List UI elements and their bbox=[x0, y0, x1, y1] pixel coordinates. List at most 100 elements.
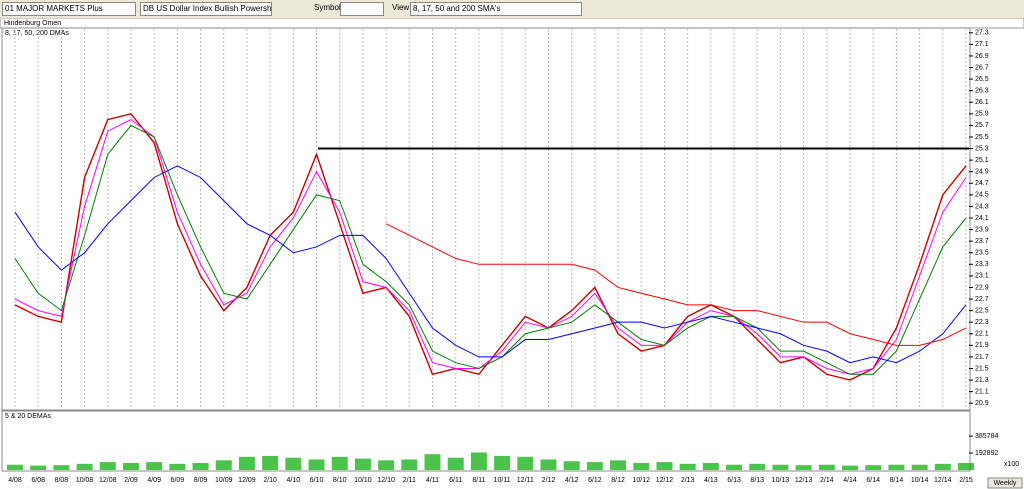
y-tick-label: 25.9 bbox=[975, 111, 989, 118]
y-tick-label: 27.1 bbox=[975, 41, 989, 48]
volume-bar bbox=[586, 462, 603, 470]
volume-bar bbox=[772, 464, 789, 470]
volume-bar bbox=[470, 452, 487, 470]
x-tick-label: 10/09 bbox=[215, 477, 233, 484]
y-tick-label: 26.5 bbox=[975, 76, 989, 83]
y-tick-label: 23.9 bbox=[975, 226, 989, 233]
x-tick-label: 10/08 bbox=[76, 477, 94, 484]
volume-bar bbox=[540, 459, 557, 470]
volume-bar bbox=[331, 456, 348, 470]
x-tick-label: 6/14 bbox=[866, 477, 880, 484]
x-tick-label: 12/11 bbox=[517, 477, 534, 484]
series-line bbox=[14, 124, 967, 375]
y-tick-label: 23.5 bbox=[975, 250, 989, 257]
volume-bar bbox=[911, 464, 928, 470]
volume-bar bbox=[447, 457, 464, 470]
volume-bar bbox=[308, 459, 325, 470]
volume-bar bbox=[401, 459, 418, 470]
volume-bar bbox=[842, 465, 859, 470]
volume-title: 5 & 20 DEMAs bbox=[5, 413, 51, 420]
volume-bar bbox=[169, 463, 186, 470]
volume-bar bbox=[563, 461, 580, 470]
price-title: 8, 17, 50, 200 DMAs bbox=[5, 30, 69, 37]
toolbar: 01 MAJOR MARKETS Plus DB US Dollar Index… bbox=[0, 0, 1024, 19]
x-tick-label: 12/10 bbox=[377, 477, 395, 484]
y-tick-label: 23.3 bbox=[975, 261, 989, 268]
symbol-input[interactable] bbox=[340, 2, 384, 16]
y-tick-label: 25.1 bbox=[975, 157, 989, 164]
y-tick-label: 22.1 bbox=[975, 331, 989, 338]
x-tick-label: 6/12 bbox=[588, 477, 602, 484]
period-button[interactable] bbox=[987, 477, 1023, 489]
y-tick-label: 23.1 bbox=[975, 273, 989, 280]
x-tick-label: 6/11 bbox=[449, 477, 462, 484]
chart: Hindenburg Omen 8, 17, 50, 200 DMAs 5 & … bbox=[0, 18, 1024, 489]
volume-bar bbox=[702, 462, 719, 470]
view-select[interactable]: 8, 17, 50 and 200 SMA's bbox=[410, 2, 582, 16]
volume-bar bbox=[610, 460, 627, 470]
y-tick-label: 26.9 bbox=[975, 53, 989, 60]
volume-bar bbox=[934, 463, 951, 470]
x-tick-label: 6/08 bbox=[31, 477, 45, 484]
y-tick-label: 21.9 bbox=[975, 342, 989, 349]
x-tick-label: 4/12 bbox=[565, 477, 579, 484]
x-tick-label: 4/13 bbox=[704, 477, 718, 484]
x-tick-label: 12/14 bbox=[934, 477, 952, 484]
y-tick-label: 26.1 bbox=[975, 99, 989, 106]
x-tick-label: 10/11 bbox=[494, 477, 511, 484]
volume-tick-label: 385784 bbox=[975, 433, 998, 440]
volume-bar bbox=[378, 460, 395, 470]
security-select[interactable]: DB US Dollar Index Bullish Powershare bbox=[140, 2, 272, 16]
x-tick-label: 8/11 bbox=[472, 477, 485, 484]
x-tick-label: 4/08 bbox=[8, 477, 22, 484]
volume-bar bbox=[888, 464, 905, 470]
x-tick-label: 2/14 bbox=[820, 477, 834, 484]
y-tick-label: 24.9 bbox=[975, 169, 989, 176]
volume-bar bbox=[424, 454, 441, 470]
series-line bbox=[14, 165, 967, 364]
volume-bar bbox=[354, 458, 371, 470]
volume-bar bbox=[262, 455, 279, 470]
x-tick-label: 10/14 bbox=[911, 477, 929, 484]
volume-bar bbox=[7, 464, 23, 470]
x-tick-label: 12/13 bbox=[795, 477, 813, 484]
x-tick-label: 4/09 bbox=[147, 477, 161, 484]
x-tick-label: 2/11 bbox=[403, 477, 416, 484]
volume-bar bbox=[99, 462, 116, 470]
y-tick-label: 25.5 bbox=[975, 134, 989, 141]
x-tick-label: 10/10 bbox=[354, 477, 372, 484]
volume-bar bbox=[285, 457, 302, 470]
volume-bar bbox=[865, 465, 882, 470]
x-tick-label: 6/09 bbox=[171, 477, 185, 484]
period-label: Weekly bbox=[994, 480, 1017, 487]
y-tick-label: 25.3 bbox=[975, 145, 989, 152]
price-frame bbox=[1, 27, 971, 411]
y-tick-label: 23.7 bbox=[975, 238, 989, 245]
y-tick-label: 21.3 bbox=[975, 377, 989, 384]
volume-bar bbox=[146, 462, 163, 470]
y-tick-label: 21.7 bbox=[975, 354, 989, 361]
volume-bar bbox=[633, 462, 650, 470]
x-tick-label: 4/11 bbox=[426, 477, 439, 484]
view-label: View: bbox=[392, 3, 412, 12]
study-bar bbox=[0, 18, 1024, 29]
x-tick-label: 8/12 bbox=[611, 477, 625, 484]
y-tick-label: 26.3 bbox=[975, 88, 989, 95]
x-tick-label: 4/10 bbox=[287, 477, 301, 484]
list-select[interactable]: 01 MAJOR MARKETS Plus bbox=[2, 2, 136, 16]
y-tick-label: 26.7 bbox=[975, 64, 989, 71]
series-line bbox=[385, 223, 967, 346]
volume-bar bbox=[795, 465, 812, 470]
volume-bar bbox=[958, 462, 974, 470]
y-tick-label: 22.5 bbox=[975, 307, 989, 314]
x-tick-label: 2/09 bbox=[124, 477, 138, 484]
volume-bar bbox=[122, 462, 139, 470]
y-tick-label: 24.5 bbox=[975, 192, 989, 199]
volume-tick-label: 192892 bbox=[975, 450, 998, 457]
y-tick-label: 25.7 bbox=[975, 122, 989, 129]
x-tick-label: 8/14 bbox=[890, 477, 904, 484]
y-tick-label: 21.1 bbox=[975, 388, 989, 395]
x-tick-label: 12/08 bbox=[99, 477, 117, 484]
volume-unit: x100 bbox=[1004, 461, 1019, 468]
